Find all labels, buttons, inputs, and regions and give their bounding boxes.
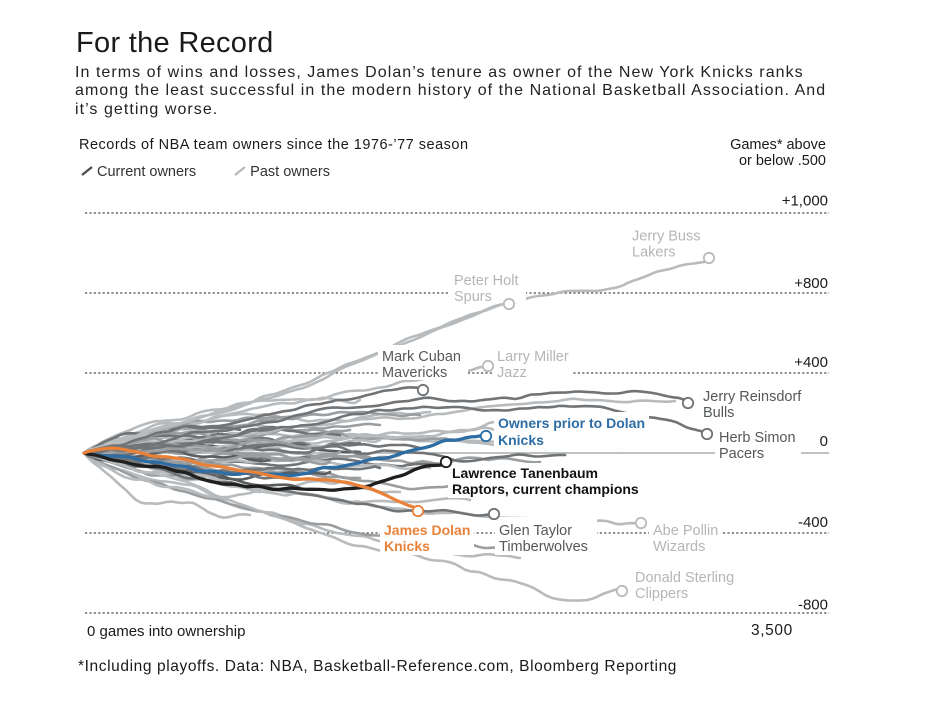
svg-text:-400: -400	[798, 514, 828, 531]
svg-text:Bulls: Bulls	[703, 405, 734, 421]
svg-text:+800: +800	[794, 275, 828, 292]
svg-text:Clippers: Clippers	[635, 586, 688, 602]
svg-text:Peter Holt: Peter Holt	[454, 273, 518, 289]
svg-text:Glen Taylor: Glen Taylor	[499, 523, 572, 539]
svg-text:Timberwolves: Timberwolves	[499, 539, 588, 555]
svg-text:Knicks: Knicks	[384, 538, 430, 554]
svg-text:0: 0	[820, 433, 828, 450]
svg-text:Mark Cuban: Mark Cuban	[382, 349, 461, 365]
svg-text:+1,000: +1,000	[782, 193, 828, 210]
svg-text:Jerry Buss: Jerry Buss	[632, 229, 701, 245]
svg-text:Abe Pollin: Abe Pollin	[653, 523, 718, 539]
svg-text:Mavericks: Mavericks	[382, 365, 447, 381]
svg-text:Donald Sterling: Donald Sterling	[635, 570, 734, 586]
svg-text:Lawrence Tanenbaum: Lawrence Tanenbaum	[452, 465, 598, 481]
svg-text:Lakers: Lakers	[632, 245, 676, 261]
svg-text:Owners prior to Dolan: Owners prior to Dolan	[498, 415, 645, 431]
svg-text:Larry Miller: Larry Miller	[497, 349, 569, 365]
svg-text:Herb Simon: Herb Simon	[719, 430, 796, 446]
svg-text:Spurs: Spurs	[454, 289, 492, 305]
svg-text:Pacers: Pacers	[719, 446, 764, 462]
svg-text:Raptors, current champions: Raptors, current champions	[452, 481, 639, 497]
svg-text:Wizards: Wizards	[653, 539, 705, 555]
svg-text:Jerry Reinsdorf: Jerry Reinsdorf	[703, 389, 802, 405]
svg-text:Knicks: Knicks	[498, 432, 544, 448]
svg-text:+400: +400	[794, 354, 828, 371]
svg-text:Jazz: Jazz	[497, 365, 527, 381]
svg-text:-800: -800	[798, 597, 828, 614]
svg-text:James Dolan: James Dolan	[384, 522, 470, 538]
